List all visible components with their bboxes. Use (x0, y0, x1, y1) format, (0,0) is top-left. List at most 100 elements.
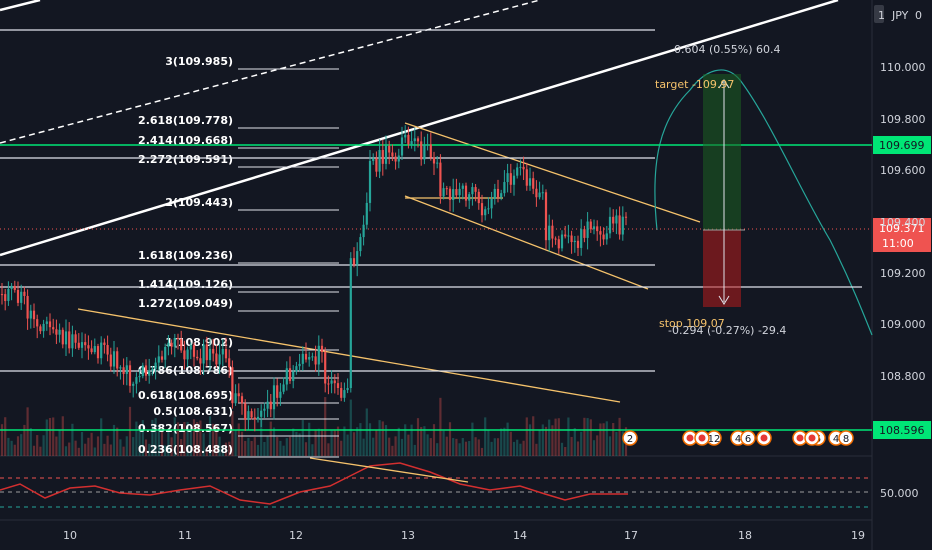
symbol-box[interactable] (874, 5, 884, 23)
event-flag-icon[interactable] (756, 430, 772, 446)
volume-bar (234, 429, 237, 456)
volume-bar (269, 421, 272, 456)
candle-body (135, 377, 138, 384)
event-flag-icon[interactable] (694, 430, 710, 446)
candle-body (132, 383, 135, 386)
candle-body (455, 189, 458, 196)
candle-body (71, 334, 74, 349)
currency-suffix: 0 (915, 9, 922, 22)
volume-bar (596, 435, 599, 456)
volume-bar (436, 443, 439, 456)
volume-bar (391, 445, 394, 456)
channel-lower-line[interactable] (404, 195, 649, 290)
current-price-box (873, 218, 931, 252)
candle-body (381, 150, 384, 164)
volume-bar (154, 418, 157, 456)
volume-bar (388, 437, 391, 456)
candle-body (480, 203, 484, 216)
upper-trend-line[interactable] (0, 0, 41, 12)
volume-bar (199, 420, 202, 456)
volume-bar (55, 436, 58, 456)
candle-body (55, 329, 58, 335)
candle-body (452, 189, 455, 201)
candle-body (512, 175, 516, 185)
candle-body (189, 345, 192, 350)
candle-body (7, 288, 10, 301)
volume-bar (429, 438, 432, 456)
volume-bar (404, 424, 407, 456)
candle-body (20, 291, 23, 303)
fib-level-label: 2(109.443) (165, 196, 233, 209)
volume-bar (317, 428, 320, 456)
candle-body (397, 155, 400, 162)
volume-bar (272, 427, 276, 456)
volume-bar (426, 434, 429, 456)
candle-body (573, 240, 576, 243)
volume-bar (58, 429, 61, 456)
candle-body (167, 342, 170, 347)
fib-level-label: 3(109.985) (165, 55, 233, 68)
event-badge[interactable]: 8 (838, 430, 854, 446)
stop-arrow-head (718, 295, 730, 305)
fib-level-label: 0.5(108.631) (153, 405, 233, 418)
volume-bar (458, 443, 461, 456)
candle-body (109, 354, 112, 367)
candle-body (336, 383, 340, 389)
dashed-trend-line[interactable] (0, 0, 541, 144)
y-tick-label: 108.800 (880, 370, 926, 383)
candle-body (516, 167, 519, 176)
volume-bar (548, 419, 551, 456)
volume-bar (324, 397, 327, 456)
volume-bar (423, 426, 426, 456)
long-position-tool[interactable] (703, 74, 745, 307)
volume-bar (442, 430, 445, 456)
volume-bar (570, 436, 573, 456)
volume-bar (538, 429, 541, 456)
event-badges[interactable]: 21246548 (622, 430, 854, 446)
rsi-divergence-line[interactable] (309, 457, 469, 483)
candle-body (36, 319, 39, 327)
fib-level-label: 2.618(109.778) (138, 114, 233, 127)
candle-body (474, 187, 477, 192)
volume-bar (183, 421, 186, 456)
event-badge[interactable]: 6 (740, 430, 756, 446)
volume-bar (263, 441, 266, 456)
volume-bar (560, 442, 564, 456)
volume-bar (160, 428, 164, 456)
target-zone[interactable] (703, 74, 741, 230)
volume-bar (218, 436, 221, 456)
candle-body (608, 216, 612, 234)
channel-upper-line[interactable] (404, 122, 701, 223)
volume-bar (301, 420, 304, 456)
currency-label[interactable]: JPY (891, 9, 909, 22)
candle-body (503, 182, 506, 194)
candle-body (170, 342, 173, 347)
rsi-pane (0, 462, 872, 508)
event-badge-count: 2 (627, 434, 633, 445)
volume-bar (215, 424, 218, 456)
candle-body (333, 380, 336, 384)
candle-body (173, 338, 176, 347)
candle-body (484, 209, 487, 216)
target-info-label: 0.604 (0.55%) 60.4 (674, 43, 781, 56)
event-badge[interactable]: 2 (622, 430, 638, 446)
event-flag-icon[interactable] (804, 430, 820, 446)
volume-bar (266, 436, 269, 456)
candle-body (596, 226, 599, 232)
candle-body (404, 134, 407, 138)
candle-body (141, 365, 144, 377)
volume-bar (477, 439, 480, 456)
candle-body (272, 385, 276, 410)
volume-bar (336, 426, 340, 456)
volume-bar (340, 440, 343, 456)
candle-body (413, 138, 416, 142)
candle-body (276, 385, 279, 398)
candle-body (196, 356, 199, 359)
volume-bar (490, 441, 493, 456)
forecast-path[interactable] (654, 69, 873, 336)
descending-trend-line[interactable] (77, 308, 621, 403)
volume-bar (346, 434, 349, 456)
event-badge[interactable]: 12 (706, 430, 722, 446)
stop-zone[interactable] (703, 230, 741, 307)
